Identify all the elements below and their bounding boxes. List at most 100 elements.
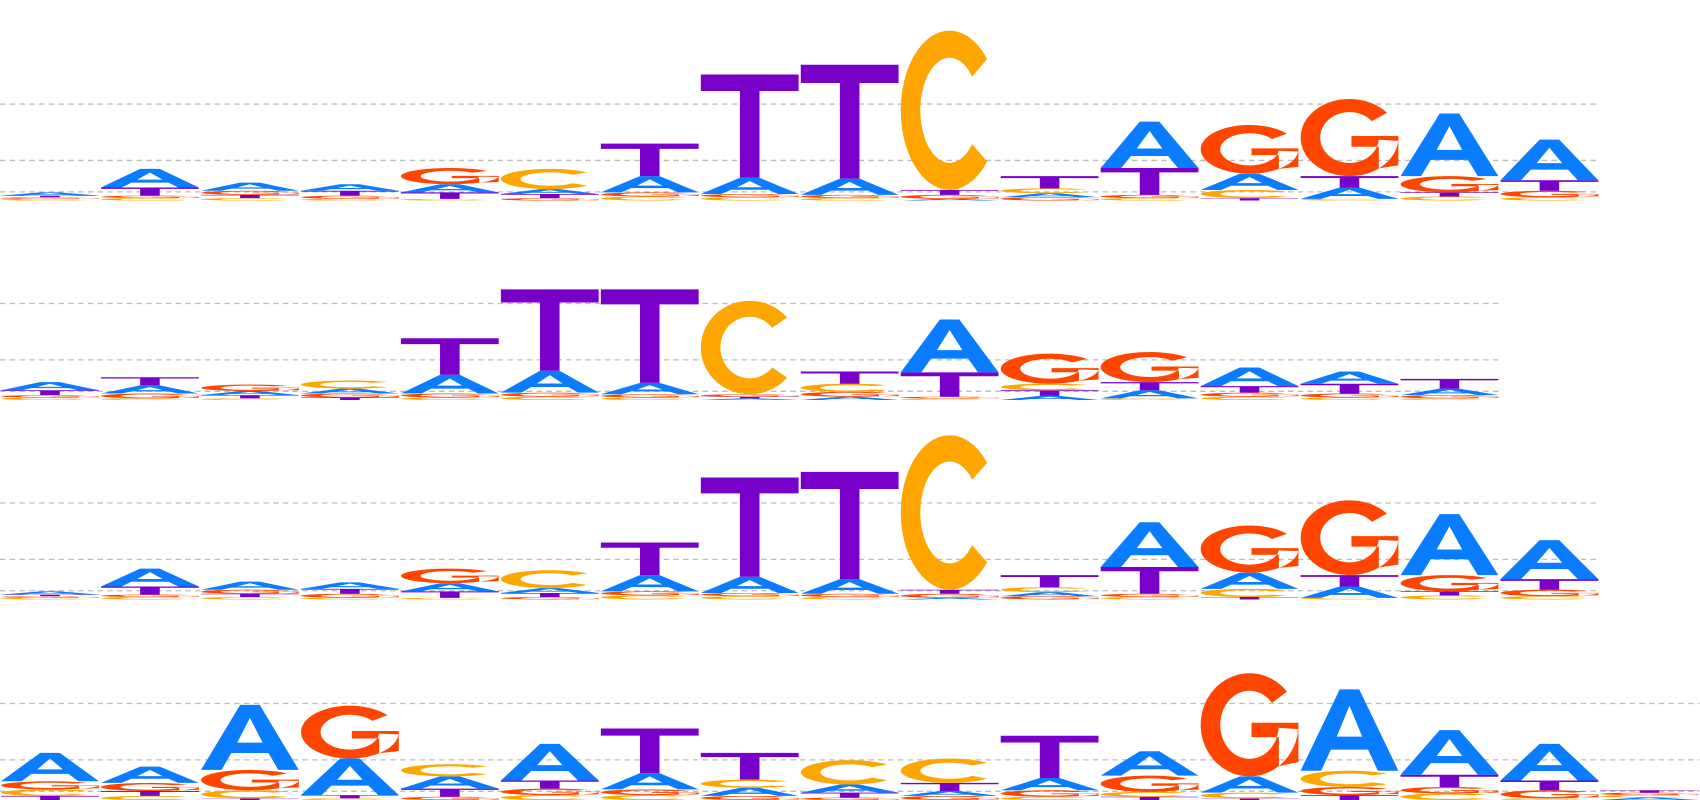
letter-C <box>1 597 88 600</box>
letter-C <box>500 795 588 800</box>
letter-G <box>600 192 699 197</box>
letter-T <box>400 591 499 598</box>
letter-A <box>1200 173 1299 190</box>
letter-G <box>300 593 399 598</box>
letter-A <box>1400 730 1499 775</box>
letter-C <box>1 198 88 201</box>
letter-A <box>1600 797 1699 800</box>
letter-A <box>1400 514 1499 576</box>
logo-position-2 <box>101 766 199 800</box>
letter-G <box>800 194 899 199</box>
logo-position-11 <box>1000 575 1099 600</box>
logo-2 <box>0 289 1500 400</box>
logo-position-9 <box>800 760 899 800</box>
letter-A <box>700 576 799 593</box>
logo-position-16 <box>1500 743 1599 800</box>
logo-position-12 <box>1100 352 1199 400</box>
letter-T <box>1200 597 1299 600</box>
letter-G <box>201 384 299 392</box>
letter-T <box>700 752 799 780</box>
letter-G <box>1200 525 1299 573</box>
logo-position-4 <box>300 184 399 201</box>
letter-G <box>1000 790 1099 797</box>
letter-T <box>1100 168 1199 195</box>
letter-A <box>1300 187 1399 199</box>
letter-G <box>600 394 699 398</box>
letter-G <box>300 705 399 759</box>
logo-position-2 <box>101 168 199 201</box>
letter-G <box>101 782 199 792</box>
logo-position-2 <box>101 568 199 600</box>
letter-A <box>600 575 699 592</box>
letter-C <box>201 597 288 600</box>
letter-G <box>1300 500 1399 576</box>
letter-G <box>1500 190 1599 198</box>
letter-A <box>800 396 899 400</box>
logo-position-6 <box>500 743 599 800</box>
logo-position-4 <box>300 380 399 400</box>
letter-G <box>1500 790 1599 799</box>
letter-T <box>1000 390 1099 396</box>
letter-A <box>1500 139 1599 181</box>
letter-T <box>101 791 199 796</box>
letter-T <box>1 390 99 396</box>
letter-C <box>1400 793 1487 800</box>
letter-T <box>1400 591 1499 596</box>
letter-G <box>1400 786 1499 794</box>
letter-A <box>700 177 799 195</box>
letter-C <box>1000 383 1088 391</box>
letter-A <box>800 579 899 594</box>
letter-G <box>101 393 199 399</box>
letter-A <box>101 568 199 587</box>
logo-position-6 <box>500 289 599 400</box>
letter-C <box>101 398 188 400</box>
letter-T <box>1200 198 1299 201</box>
letter-A <box>1200 776 1299 793</box>
letter-A <box>300 184 399 191</box>
logo-position-8 <box>700 300 799 400</box>
logo-position-16 <box>1500 540 1599 600</box>
letter-A <box>101 385 199 394</box>
letter-A <box>201 391 299 396</box>
letter-G <box>101 195 199 199</box>
letter-T <box>1100 566 1199 594</box>
logo-position-1 <box>1 382 99 400</box>
letter-G <box>1600 792 1699 796</box>
letter-G <box>600 789 699 796</box>
logo-position-13 <box>1200 367 1299 400</box>
letter-C <box>400 597 488 600</box>
logo-position-4 <box>300 582 399 600</box>
letter-T <box>300 397 399 400</box>
letter-G <box>500 392 599 397</box>
letter-G <box>1 596 99 598</box>
letter-T <box>600 289 699 383</box>
letter-T <box>1000 176 1099 189</box>
letter-C <box>1300 597 1387 600</box>
letter-G <box>1 197 99 199</box>
logo-position-14 <box>1300 371 1399 400</box>
letter-T <box>700 396 799 399</box>
letter-A <box>600 382 699 395</box>
letter-C <box>300 597 388 600</box>
letter-T <box>500 780 599 789</box>
letter-T <box>1 195 99 198</box>
letter-T <box>400 192 499 199</box>
letter-A <box>1500 540 1599 580</box>
letter-C <box>900 398 988 400</box>
letter-G <box>900 194 999 199</box>
logo-position-9 <box>800 471 899 600</box>
logo-position-7 <box>600 728 699 800</box>
letter-G <box>700 194 799 198</box>
letter-C <box>300 198 388 201</box>
letter-G <box>1100 194 1199 199</box>
logo-position-11 <box>1000 176 1099 201</box>
letter-T <box>1500 780 1599 791</box>
letter-T <box>600 728 699 774</box>
letter-C <box>400 397 488 400</box>
letter-G <box>500 198 599 201</box>
letter-A <box>101 766 199 783</box>
letter-C <box>1300 770 1387 787</box>
letter-C <box>201 198 288 201</box>
letter-G <box>1300 98 1399 177</box>
